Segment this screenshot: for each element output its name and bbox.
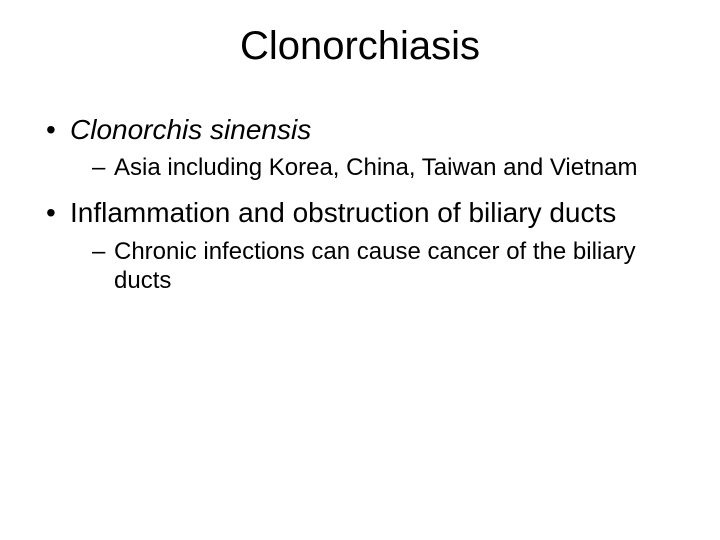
- bullet-text: Inflammation and obstruction of biliary …: [70, 197, 616, 228]
- list-item: Clonorchis sinensis Asia including Korea…: [40, 113, 680, 182]
- slide-title: Clonorchiasis: [40, 24, 680, 69]
- list-item: Inflammation and obstruction of biliary …: [40, 196, 680, 295]
- bullet-text: Clonorchis sinensis: [70, 114, 311, 145]
- bullet-list-level2: Asia including Korea, China, Taiwan and …: [70, 153, 680, 182]
- bullet-list-level1: Clonorchis sinensis Asia including Korea…: [40, 113, 680, 295]
- bullet-list-level2: Chronic infections can cause cancer of t…: [70, 237, 680, 296]
- list-item: Chronic infections can cause cancer of t…: [90, 237, 680, 296]
- bullet-text: Chronic infections can cause cancer of t…: [114, 238, 636, 294]
- bullet-text: Asia including Korea, China, Taiwan and …: [114, 154, 637, 181]
- list-item: Asia including Korea, China, Taiwan and …: [90, 153, 680, 182]
